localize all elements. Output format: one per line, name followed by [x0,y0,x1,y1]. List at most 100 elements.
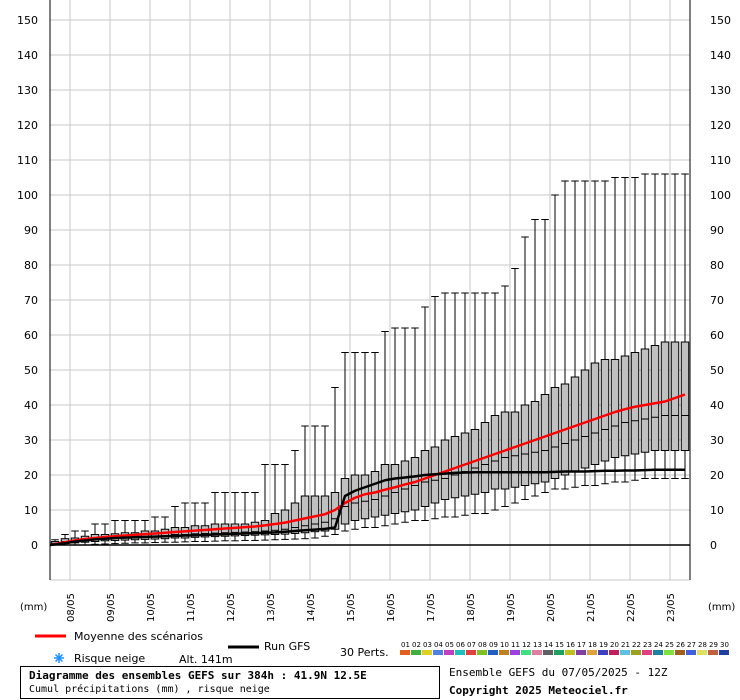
member-number: 27 [687,641,696,649]
member-color-swatch [719,650,729,655]
member-color-swatch [433,650,443,655]
member-number: 07 [467,641,476,649]
y-tick-label-left: 20 [24,469,38,482]
y-tick-label-right: 100 [710,189,731,202]
y-unit-left: (mm) [20,602,47,613]
member-color-swatch [521,650,531,655]
member-number: 01 [401,641,410,649]
member-number: 22 [632,641,641,649]
x-tick-label: 15/05 [346,593,357,622]
member-color-swatch [708,650,718,655]
y-tick-label-right: 20 [710,469,724,482]
y-tick-label-right: 40 [710,399,724,412]
y-tick-label-right: 130 [710,84,731,97]
member-legend: 01 02 03 04 05 06 07 08 09 10 11 12 13 14 15 16 17 18 19 20… [400,641,729,655]
y-tick-label-right: 140 [710,49,731,62]
member-color-swatch [488,650,498,655]
y-tick-label-left: 120 [17,119,38,132]
member-number: 10 [500,641,509,649]
y-tick-label-left: 100 [17,189,38,202]
member-color-swatch [444,650,454,655]
y-tick-label-right: 90 [710,224,724,237]
x-tick-label: 16/05 [386,593,397,622]
member-number: 21 [621,641,630,649]
box-iqr [370,471,380,518]
member-number: 02 [412,641,421,649]
copyright-label: Copyright 2025 Meteociel.fr [449,684,628,697]
box-iqr [240,523,250,537]
y-tick-label-left: 30 [24,434,38,447]
y-tick-label-left: 150 [17,14,38,27]
y-tick-label-left: 10 [24,504,38,517]
member-color-swatch [565,650,575,655]
member-color-swatch [697,650,707,655]
y-tick-label-left: 110 [17,154,38,167]
y-tick-label-right: 110 [710,154,731,167]
member-number: 25 [665,641,674,649]
member-color-swatch [455,650,465,655]
member-number: 13 [533,641,542,649]
member-number: 14 [544,641,553,649]
box-iqr [220,523,230,537]
member-color-swatch [554,650,564,655]
member-color-swatch [411,650,421,655]
x-tick-label: 19/05 [506,593,517,622]
y-tick-label-left: 80 [24,259,38,272]
x-tick-labels: 08/05 09/05 10/05 11/05 12/05 13/05 14/05 15/05… [66,593,677,622]
y-tick-label-left: 0 [31,539,38,552]
x-tick-label: 12/05 [226,593,237,622]
x-tick-label: 17/05 [426,593,437,622]
perts-label: 30 Perts. [340,646,389,659]
box-iqr [230,523,240,537]
y-tick-label-left: 70 [24,294,38,307]
member-color-swatch [686,650,696,655]
y-unit-right: (mm) [708,602,735,613]
box-iqr [260,520,270,536]
box-iqr [660,341,670,451]
box-iqr [150,530,160,540]
y-tick-label-right: 30 [710,434,724,447]
x-tick-label: 18/05 [466,593,477,622]
x-tick-label: 14/05 [306,593,317,622]
member-number: 19 [599,641,608,649]
member-number: 08 [478,641,487,649]
series-lines [49,393,686,547]
y-tick-labels: 0 0 10 10 20 20 30 30 40 40 50 50 60 60 70 70 80 80 90 90 10… [17,14,731,552]
member-color-swatch [653,650,663,655]
member-number: 12 [522,641,531,649]
ensemble-run-label: Ensemble GEFS du 07/05/2025 - 12Z [449,666,668,679]
y-tick-label-right: 10 [710,504,724,517]
y-tick-label-right: 120 [710,119,731,132]
mean-series-line [49,393,686,547]
box-iqr [650,345,660,451]
box-iqr [580,369,590,469]
box-iqr [610,359,620,458]
y-tick-label-left: 90 [24,224,38,237]
member-color-swatch [587,650,597,655]
box-iqr [360,474,370,520]
box-iqr [310,495,320,533]
member-number: 20 [610,641,619,649]
box-iqr [510,411,520,488]
member-color-swatch [598,650,608,655]
box-iqr [300,495,310,534]
member-color-swatch [609,650,619,655]
member-number: 17 [577,641,586,649]
run-gfs-series-line [49,468,685,547]
y-tick-label-left: 130 [17,84,38,97]
y-tick-label-left: 50 [24,364,38,377]
x-tick-label: 10/05 [146,593,157,622]
x-tick-label: 20/05 [546,593,557,622]
member-number: 30 [720,641,729,649]
legend-snow-label: Risque neige [74,652,146,665]
x-tick-label: 08/05 [66,593,77,622]
member-color-swatch [510,650,520,655]
member-number: 04 [434,641,443,649]
member-number: 24 [654,641,663,649]
y-tick-label-right: 0 [710,539,717,552]
member-number: 09 [489,641,498,649]
member-number: 16 [566,641,575,649]
member-color-swatch [400,650,410,655]
member-number: 03 [423,641,432,649]
x-tick-label: 22/05 [626,593,637,622]
